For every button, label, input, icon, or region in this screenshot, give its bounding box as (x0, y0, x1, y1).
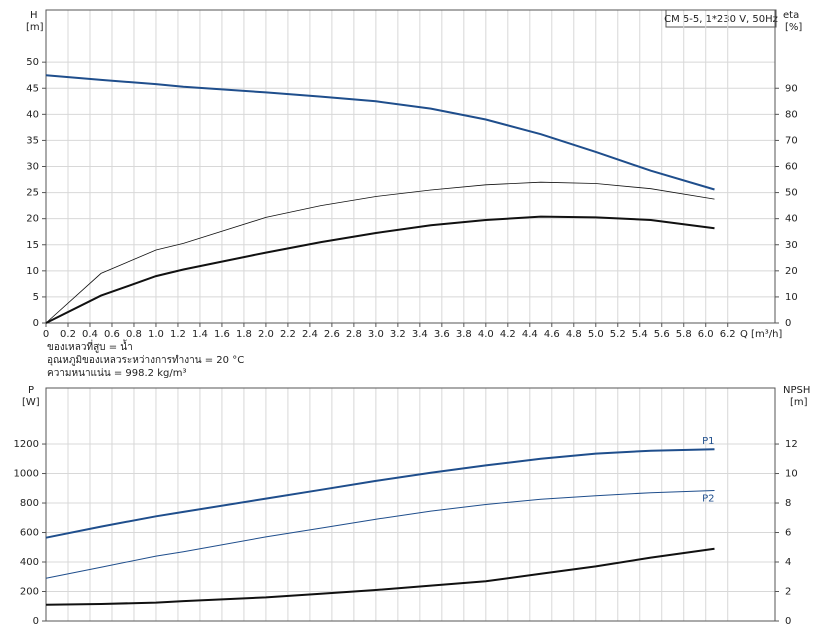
x-tick-label: 2.6 (324, 329, 340, 340)
y2-axis-label: NPSH (783, 385, 810, 396)
x-axis-label: Q [m³/h] (740, 329, 782, 340)
x-tick-label: 0 (43, 329, 49, 340)
x-tick-label: 2.2 (280, 329, 296, 340)
y2-tick-label: 0 (785, 616, 791, 627)
x-tick-label: 4.8 (566, 329, 582, 340)
y-tick-label: 50 (26, 57, 39, 68)
x-tick-label: 5.0 (588, 329, 604, 340)
series-line (45, 490, 715, 579)
y2-tick-label: 50 (785, 188, 798, 199)
series-line (45, 181, 715, 324)
y-tick-label: 1200 (14, 439, 39, 450)
y2-tick-label: 20 (785, 266, 798, 277)
x-tick-label: 1.4 (192, 329, 208, 340)
y-tick-label: 1000 (14, 469, 39, 480)
x-tick-label: 1.0 (148, 329, 164, 340)
note: อุณหภูมิของเหลวระหว่างการทำงาน = 20 °C (47, 355, 244, 366)
x-tick-label: 3.4 (412, 329, 428, 340)
y-tick-label: 0 (33, 616, 39, 627)
x-tick-label: 5.6 (654, 329, 670, 340)
x-tick-label: 3.6 (434, 329, 450, 340)
y2-tick-label: 2 (785, 587, 791, 598)
y-axis-unit: [W] (22, 397, 40, 408)
chart-title: CM 5-5, 1*230 V, 50Hz (664, 14, 778, 25)
y2-tick-label: 10 (785, 292, 798, 303)
y2-tick-label: 80 (785, 109, 798, 120)
y-tick-label: 30 (26, 162, 39, 173)
x-tick-label: 2.0 (258, 329, 274, 340)
x-tick-label: 1.6 (214, 329, 230, 340)
x-tick-label: 5.2 (610, 329, 626, 340)
y-axis-label: P (28, 385, 34, 396)
x-tick-label: 0.6 (104, 329, 120, 340)
plot-frame (45, 9, 776, 324)
x-tick-label: 6.2 (720, 329, 736, 340)
x-tick-label: 6.0 (698, 329, 714, 340)
y-tick-label: 5 (33, 292, 39, 303)
y2-axis-unit: [%] (785, 22, 802, 33)
y2-tick-label: 0 (785, 318, 791, 329)
x-tick-label: 4.6 (544, 329, 560, 340)
y-tick-label: 15 (26, 240, 39, 251)
note: ความหนาแน่น = 998.2 kg/m³ (47, 368, 186, 379)
y-tick-label: 35 (26, 135, 39, 146)
x-tick-label: 3.0 (368, 329, 384, 340)
y2-axis-label: eta (783, 10, 799, 21)
x-tick-label: 5.4 (632, 329, 648, 340)
x-tick-label: 5.8 (676, 329, 692, 340)
y2-tick-label: 6 (785, 528, 791, 539)
y2-tick-label: 4 (785, 557, 791, 568)
x-tick-label: 0.4 (82, 329, 98, 340)
y2-tick-label: 90 (785, 83, 798, 94)
x-tick-label: 3.2 (390, 329, 406, 340)
series-line (45, 547, 715, 606)
y-tick-label: 0 (33, 318, 39, 329)
note: ของเหลวที่สูบ = น้ำ (47, 339, 133, 353)
y-tick-label: 10 (26, 266, 39, 277)
y-tick-label: 200 (20, 587, 39, 598)
x-tick-label: 0.8 (126, 329, 142, 340)
y2-tick-label: 8 (785, 498, 791, 509)
x-tick-label: 2.8 (346, 329, 362, 340)
x-tick-label: 1.2 (170, 329, 186, 340)
y2-tick-label: 60 (785, 162, 798, 173)
y2-tick-label: 40 (785, 214, 798, 225)
x-tick-label: 4.0 (478, 329, 494, 340)
x-tick-label: 4.4 (522, 329, 538, 340)
series-line (45, 74, 715, 191)
y-tick-label: 45 (26, 83, 39, 94)
y-axis-unit: [m] (26, 22, 44, 33)
series-label: P1 (702, 436, 714, 447)
x-tick-label: 3.8 (456, 329, 472, 340)
series-line (45, 215, 715, 324)
y-tick-label: 600 (20, 528, 39, 539)
x-tick-label: 4.2 (500, 329, 516, 340)
y2-tick-label: 70 (785, 135, 798, 146)
y2-tick-label: 30 (785, 240, 798, 251)
series-label: P2 (702, 493, 714, 504)
y-tick-label: 25 (26, 188, 39, 199)
x-tick-label: 1.8 (236, 329, 252, 340)
y2-axis-unit: [m] (790, 397, 808, 408)
y-axis-label: H (30, 10, 38, 21)
y-tick-label: 400 (20, 557, 39, 568)
y2-tick-label: 12 (785, 439, 798, 450)
y-tick-label: 800 (20, 498, 39, 509)
x-tick-label: 0.2 (60, 329, 76, 340)
x-tick-label: 2.4 (302, 329, 318, 340)
y-tick-label: 40 (26, 109, 39, 120)
y2-tick-label: 10 (785, 469, 798, 480)
series-line (45, 448, 715, 539)
y-tick-label: 20 (26, 214, 39, 225)
plot-frame (45, 387, 776, 622)
